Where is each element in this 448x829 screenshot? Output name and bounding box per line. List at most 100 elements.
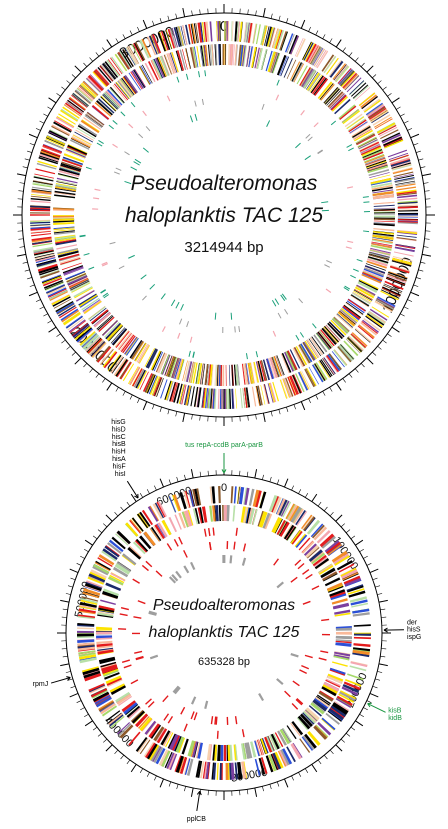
scale-tick bbox=[176, 14, 177, 19]
scale-tick bbox=[271, 14, 272, 19]
scale-tick bbox=[262, 475, 263, 480]
gene-feature bbox=[373, 228, 394, 231]
scale-tick bbox=[298, 772, 300, 776]
gene-feature bbox=[374, 205, 395, 207]
feature-mark bbox=[193, 352, 194, 358]
scale-tick bbox=[131, 764, 136, 771]
feature-mark bbox=[142, 296, 146, 300]
gene-name: tus repA-ccdB parA-parB bbox=[185, 442, 263, 449]
scale-tick bbox=[27, 277, 32, 279]
feature-mark bbox=[210, 542, 211, 550]
feature-mark bbox=[205, 701, 207, 709]
scale-tick bbox=[330, 750, 333, 754]
scale-tick bbox=[63, 609, 68, 610]
feature-mark bbox=[353, 269, 359, 271]
scale-tick bbox=[121, 507, 124, 511]
scale-tick bbox=[336, 745, 342, 751]
scale-tick bbox=[80, 707, 84, 709]
gene-feature bbox=[226, 389, 228, 409]
gene-feature bbox=[219, 505, 221, 521]
scale-tick bbox=[177, 784, 178, 789]
scale-tick bbox=[48, 321, 52, 324]
gene-feature bbox=[240, 388, 243, 408]
scale-tick bbox=[85, 721, 92, 726]
scale-tick bbox=[294, 21, 296, 26]
gene-feature bbox=[185, 48, 190, 69]
scale-tick bbox=[312, 494, 317, 501]
gene-feature bbox=[220, 745, 223, 761]
feature-mark bbox=[114, 172, 120, 174]
feature-mark bbox=[347, 145, 352, 148]
scale-tick bbox=[279, 409, 280, 414]
feature-mark bbox=[84, 254, 90, 256]
scale-tick bbox=[72, 352, 76, 355]
scale-tick bbox=[116, 39, 119, 43]
scale-tick bbox=[372, 352, 376, 355]
gene-feature bbox=[77, 634, 94, 637]
feature-mark bbox=[167, 96, 170, 101]
gene-feature bbox=[30, 214, 50, 216]
scale-tick bbox=[248, 9, 249, 14]
scale-tick bbox=[200, 9, 201, 14]
scale-tick bbox=[416, 277, 421, 279]
scale-tick bbox=[351, 536, 355, 539]
scale-tick bbox=[60, 664, 69, 666]
scale-tick bbox=[200, 416, 201, 421]
scale-tick bbox=[301, 402, 304, 410]
gene-feature bbox=[332, 661, 348, 667]
feature-mark bbox=[295, 560, 301, 566]
feature-mark bbox=[205, 529, 206, 537]
gene-feature bbox=[313, 726, 327, 740]
feature-mark bbox=[284, 309, 287, 314]
scale-tick bbox=[407, 128, 412, 130]
feature-mark bbox=[186, 74, 188, 80]
scale-tick bbox=[377, 593, 382, 594]
scale-tick bbox=[363, 707, 367, 709]
gene-feature bbox=[219, 763, 221, 780]
scale-tick bbox=[123, 391, 125, 395]
scale-label: 0 bbox=[221, 482, 227, 494]
scale-tick bbox=[27, 151, 32, 153]
scale-tick bbox=[18, 191, 23, 192]
scale-tick bbox=[424, 183, 429, 184]
feature-mark bbox=[177, 77, 179, 83]
scale-tick bbox=[355, 540, 362, 545]
scale-tick bbox=[422, 254, 431, 256]
scale-tick bbox=[270, 477, 271, 482]
feature-mark bbox=[273, 331, 275, 337]
genome-size-label: 635328 bp bbox=[198, 656, 250, 668]
scale-tick bbox=[60, 600, 69, 602]
feature-mark bbox=[278, 313, 281, 318]
feature-mark bbox=[324, 265, 329, 268]
genome-size-label: 3214944 bp bbox=[184, 239, 263, 256]
gene-name: pplCB bbox=[187, 816, 206, 823]
feature-mark bbox=[97, 143, 102, 146]
scale-tick bbox=[127, 760, 130, 764]
feature-mark bbox=[113, 144, 118, 147]
scale-tick bbox=[418, 159, 423, 160]
gene-name: hisF bbox=[112, 463, 125, 470]
gene-feature bbox=[218, 486, 221, 503]
gene-feature bbox=[224, 505, 227, 521]
scale-tick bbox=[360, 549, 364, 552]
scale-tick bbox=[77, 701, 82, 703]
scale-tick bbox=[80, 556, 84, 558]
map-title-line1: Pseudoalteromonas bbox=[153, 597, 295, 614]
scale-tick bbox=[152, 21, 154, 26]
scale-tick bbox=[130, 31, 132, 35]
gene-feature bbox=[353, 643, 370, 647]
gene-feature bbox=[30, 200, 50, 203]
scale-tick bbox=[29, 292, 37, 295]
feature-mark bbox=[205, 70, 206, 76]
scale-tick bbox=[305, 769, 308, 773]
scale-tick bbox=[131, 494, 136, 501]
scale-tick bbox=[400, 314, 404, 316]
scale-tick bbox=[424, 247, 429, 248]
scale-tick bbox=[66, 671, 71, 672]
feature-mark bbox=[211, 716, 212, 724]
scale-tick bbox=[256, 415, 257, 420]
feature-mark bbox=[298, 564, 304, 569]
scale-tick bbox=[127, 502, 130, 506]
scale-tick bbox=[279, 16, 280, 21]
